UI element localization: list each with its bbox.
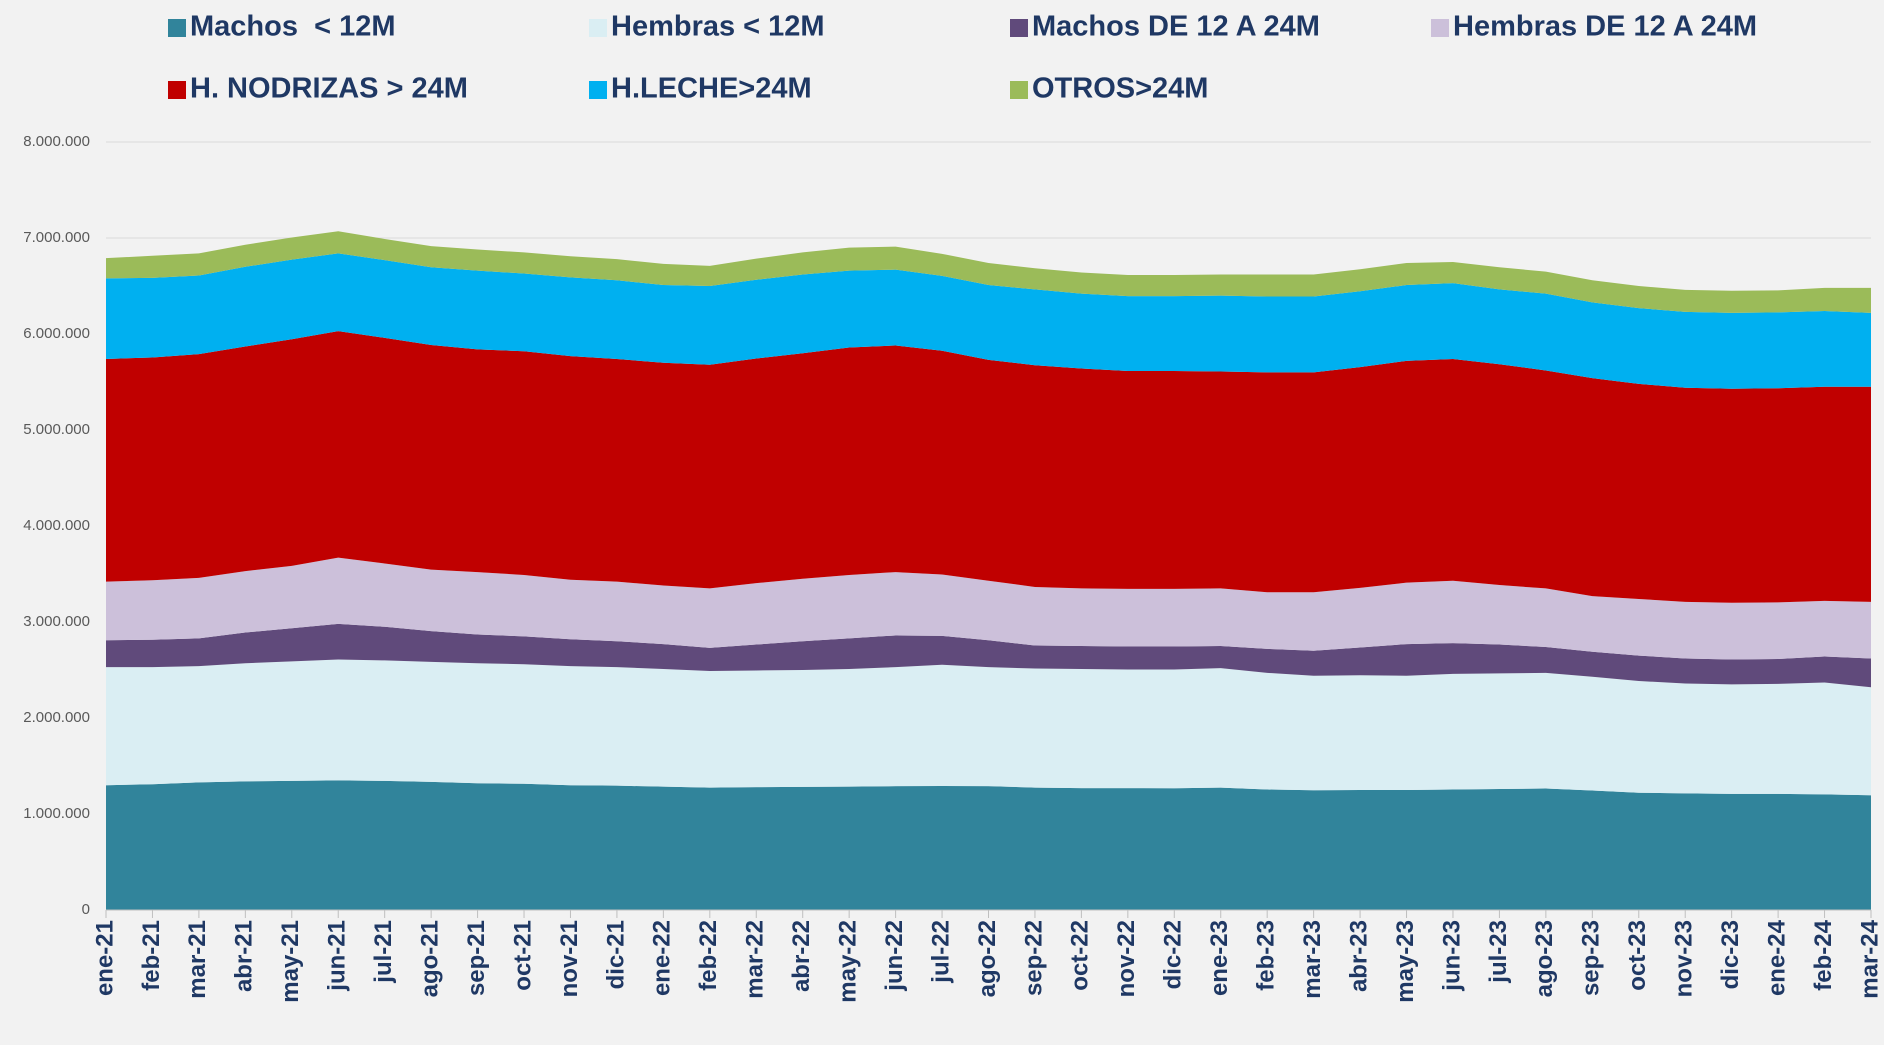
legend-marker	[1010, 81, 1028, 99]
y-tick-label: 7.000.000	[23, 229, 90, 246]
x-tick-label: ene-21	[91, 920, 118, 996]
x-tick-label: dic-22	[1160, 920, 1187, 989]
legend-marker	[589, 19, 607, 37]
legend-label: H. NODRIZAS > 24M	[190, 73, 468, 105]
x-tick-label: oct-23	[1624, 920, 1651, 991]
x-tick-label: jun-23	[1438, 920, 1465, 992]
x-tick-label: ago-23	[1531, 920, 1558, 997]
x-tick-label: abr-23	[1345, 920, 1372, 992]
x-tick-label: feb-23	[1253, 920, 1280, 991]
x-tick-label: sep-23	[1578, 920, 1605, 996]
legend-marker	[1431, 19, 1449, 37]
legend-label: Hembras < 12M	[611, 11, 825, 43]
legend-marker	[1010, 19, 1028, 37]
legend-marker	[168, 19, 186, 37]
legend-label: Machos DE 12 A 24M	[1032, 11, 1320, 43]
legend-marker	[168, 81, 186, 99]
x-tick-label: jul-22	[927, 920, 954, 984]
y-tick-label: 0	[82, 901, 90, 918]
x-tick-label: may-21	[277, 920, 304, 1003]
y-tick-label: 4.000.000	[23, 517, 90, 534]
x-tick-label: may-23	[1392, 920, 1419, 1003]
x-tick-label: jul-21	[370, 920, 397, 984]
x-tick-label: oct-21	[509, 920, 536, 991]
x-tick-label: mar-23	[1299, 920, 1326, 999]
x-tick-label: mar-21	[184, 920, 211, 999]
legend-label: Machos < 12M	[190, 11, 396, 43]
x-tick-label: feb-21	[138, 920, 165, 991]
x-tick-label: ene-24	[1763, 919, 1790, 996]
x-tick-label: oct-22	[1067, 920, 1094, 991]
x-tick-label: dic-23	[1717, 920, 1744, 989]
x-tick-label: jun-22	[881, 920, 908, 992]
x-tick-label: dic-21	[602, 920, 629, 989]
y-tick-label: 3.000.000	[23, 613, 90, 630]
y-tick-label: 8.000.000	[23, 133, 90, 150]
x-tick-label: ago-22	[974, 920, 1001, 997]
area	[106, 780, 1871, 910]
legend-label: H.LECHE>24M	[611, 73, 812, 105]
x-tick-label: ene-23	[1206, 920, 1233, 996]
area	[106, 659, 1871, 795]
x-tick-label: jun-21	[324, 920, 351, 992]
x-tick-label: nov-21	[556, 920, 583, 997]
y-tick-label: 2.000.000	[23, 709, 90, 726]
y-tick-label: 1.000.000	[23, 805, 90, 822]
y-tick-label: 5.000.000	[23, 421, 90, 438]
x-tick-label: nov-23	[1671, 920, 1698, 997]
x-tick-label: abr-22	[788, 920, 815, 992]
legend-label: OTROS>24M	[1032, 73, 1208, 105]
chart: 0 1.000.000 2.000.000 3.000.000 4.000.000 5.0…	[0, 0, 1884, 1045]
legend-marker	[589, 81, 607, 99]
x-tick-label: sep-22	[1020, 920, 1047, 996]
x-tick-label: feb-24	[1810, 919, 1837, 990]
y-tick-label: 6.000.000	[23, 325, 90, 342]
x-tick-label: abr-21	[231, 920, 258, 992]
x-tick-label: ago-21	[416, 920, 443, 997]
x-tick-label: may-22	[835, 920, 862, 1003]
x-tick-label: nov-22	[1113, 920, 1140, 997]
x-tick-label: mar-24	[1856, 919, 1883, 998]
x-tick-label: jul-23	[1485, 920, 1512, 984]
x-tick-label: feb-22	[695, 920, 722, 991]
x-tick-label: sep-21	[463, 920, 490, 996]
legend-label: Hembras DE 12 A 24M	[1453, 11, 1757, 43]
x-tick-label: ene-22	[649, 920, 676, 996]
x-tick-label: mar-22	[742, 920, 769, 999]
